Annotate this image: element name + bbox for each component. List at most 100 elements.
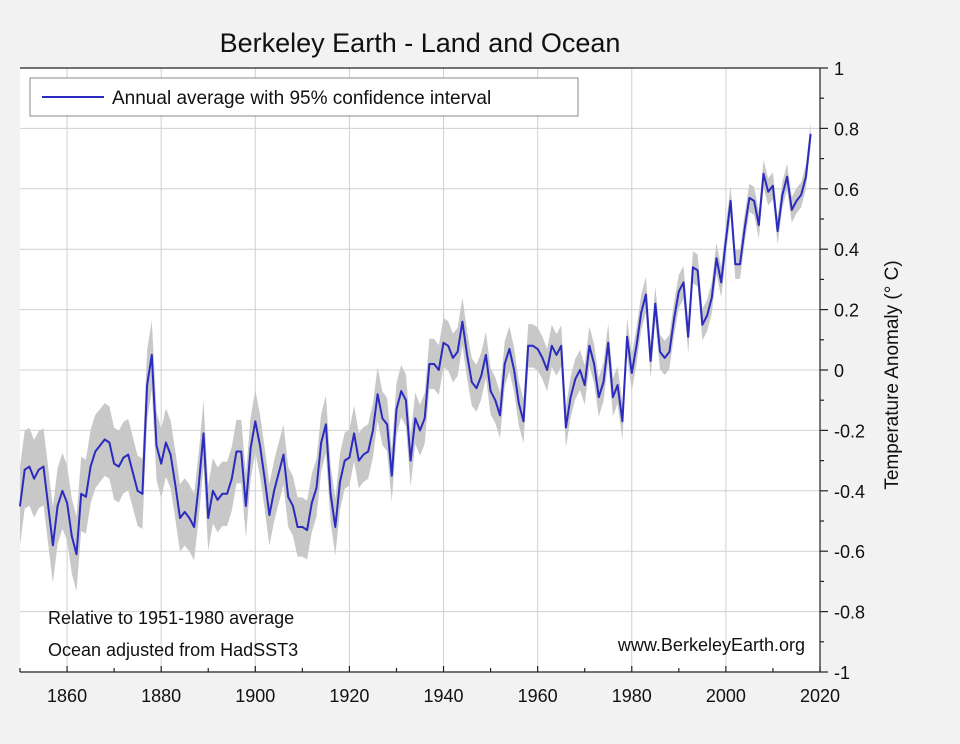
data-point [325, 423, 327, 426]
data-point [593, 363, 595, 365]
data-point [273, 490, 275, 492]
data-point [71, 535, 73, 537]
data-point [461, 320, 464, 323]
data-point [654, 302, 657, 305]
data-point [645, 293, 647, 296]
data-point [226, 493, 228, 495]
data-point [734, 263, 737, 266]
data-point [795, 200, 798, 202]
data-point [527, 345, 529, 347]
data-point [485, 354, 487, 356]
annotation-ocean: Ocean adjusted from HadSST3 [48, 640, 298, 660]
data-point [753, 200, 755, 202]
data-point [334, 526, 337, 528]
legend-box [29, 77, 579, 117]
data-point [598, 396, 600, 399]
data-point [221, 493, 224, 495]
data-point [80, 493, 82, 495]
data-point [602, 381, 605, 383]
data-point [329, 493, 332, 495]
data-point [767, 191, 769, 193]
data-point [362, 453, 365, 456]
data-point [687, 336, 689, 338]
data-point [791, 209, 793, 211]
data-point [146, 384, 148, 386]
data-point [522, 420, 525, 423]
data-point [103, 438, 106, 441]
x-axis-ticks: 1860 1880 1900 1920 1940 1960 1980 2000 2020 [19, 666, 840, 706]
data-point [706, 314, 708, 317]
data-point [508, 348, 511, 350]
data-point [254, 420, 257, 423]
y-tick-label: 0.4 [834, 240, 859, 260]
data-point [240, 450, 242, 453]
data-point [762, 172, 765, 175]
data-point [616, 384, 619, 386]
data-point [583, 384, 586, 386]
data-point [42, 465, 45, 468]
data-point [513, 369, 515, 371]
data-point [259, 444, 261, 447]
data-point [438, 369, 440, 371]
data-point [301, 526, 304, 528]
data-point [127, 453, 129, 456]
data-point [38, 468, 40, 471]
data-point [499, 414, 501, 417]
x-tick-label: 1880 [141, 686, 181, 706]
data-point [711, 296, 713, 299]
legend-label: Annual average with 95% confidence inter… [112, 88, 491, 109]
data-point [715, 257, 718, 260]
data-point [376, 393, 379, 396]
data-point [216, 499, 219, 501]
data-point [739, 263, 741, 266]
y-tick-label: -0.8 [834, 603, 865, 623]
data-point [635, 345, 638, 347]
x-tick-label: 1960 [518, 686, 558, 706]
data-point [19, 505, 21, 507]
data-point [503, 363, 506, 365]
data-point [339, 480, 341, 483]
data-point [282, 453, 285, 456]
data-point [85, 496, 87, 498]
data-point [631, 372, 633, 374]
data-point [786, 175, 788, 178]
data-point [47, 505, 49, 507]
data-point [212, 490, 214, 492]
data-point [235, 450, 238, 453]
data-point [193, 526, 195, 528]
data-point [132, 471, 134, 474]
data-point [743, 227, 746, 229]
data-point [447, 345, 450, 347]
data-point [678, 290, 680, 293]
data-point [52, 544, 54, 546]
data-point [466, 354, 468, 356]
data-point [151, 354, 153, 356]
data-point [541, 357, 544, 359]
data-point [414, 417, 417, 420]
y-tick-label: 0.2 [834, 301, 859, 321]
data-point [692, 266, 694, 269]
x-tick-label: 1940 [424, 686, 464, 706]
data-point [99, 444, 101, 447]
data-point [198, 484, 200, 486]
data-point [781, 194, 784, 196]
data-point [696, 269, 699, 272]
data-point [249, 447, 252, 450]
data-point [805, 175, 807, 178]
data-point [471, 381, 473, 383]
y-tick-label: -0.6 [834, 542, 865, 562]
data-point [268, 514, 271, 516]
y-tick-label: -1 [834, 663, 850, 683]
data-point [551, 345, 553, 347]
data-point [315, 487, 318, 489]
data-point [612, 396, 614, 399]
data-point [165, 441, 167, 444]
confidence-interval-band [20, 122, 811, 592]
data-point [663, 357, 666, 359]
data-point [673, 317, 675, 320]
data-point [776, 230, 779, 232]
data-point [518, 402, 520, 405]
y-tick-label: -0.2 [834, 421, 865, 441]
data-point [155, 444, 158, 447]
